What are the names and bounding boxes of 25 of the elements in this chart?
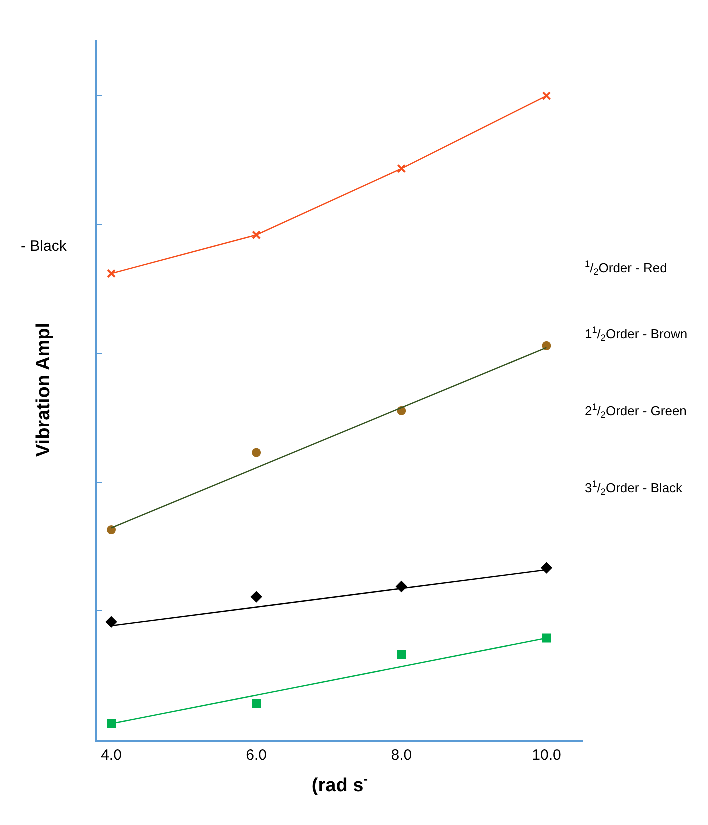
point	[106, 616, 118, 628]
text: 2$^{1}$/$_{2}$Order - Green	[585, 402, 687, 420]
point	[397, 164, 406, 174]
text: 1$^{1}$/$_{2}$Order - Brown	[585, 325, 688, 344]
y-axis-title: Vibration Ampl	[33, 322, 54, 458]
x-tick-label: 4.0	[101, 747, 122, 764]
point	[397, 650, 406, 660]
point	[542, 92, 552, 101]
x-tick-label: 8.0	[391, 747, 412, 764]
point	[107, 269, 116, 278]
text: $^{1}$/$_{2}$Order - Red	[585, 259, 668, 278]
point	[250, 591, 262, 603]
point	[540, 562, 553, 574]
point	[252, 699, 262, 708]
point	[252, 230, 262, 240]
point	[542, 634, 552, 643]
text: 3$^{1}$/$_{2}$Order - Black	[585, 479, 684, 498]
point	[542, 341, 552, 350]
point	[252, 448, 262, 458]
x-tick-label: 10.0	[532, 747, 562, 764]
point	[107, 526, 116, 535]
point	[107, 719, 116, 728]
x-tick-label: 6.0	[246, 747, 268, 764]
x-axis-title: (rad s$^{-}$	[312, 771, 368, 796]
text: - Black	[21, 238, 68, 255]
